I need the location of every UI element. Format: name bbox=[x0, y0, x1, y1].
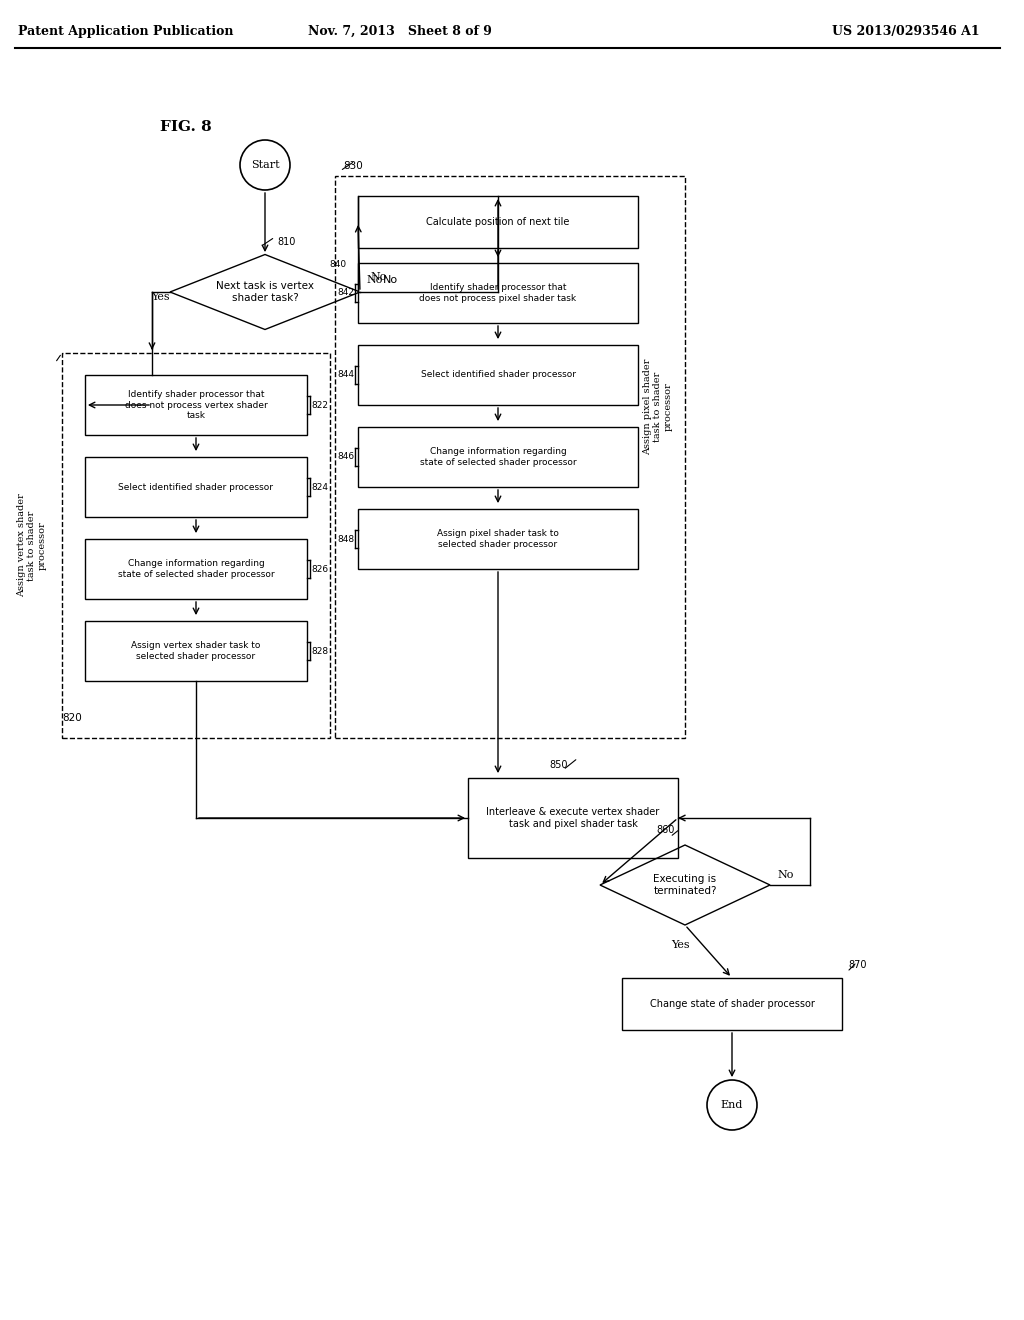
FancyBboxPatch shape bbox=[358, 345, 638, 405]
Text: Yes: Yes bbox=[671, 940, 689, 950]
FancyBboxPatch shape bbox=[358, 263, 638, 323]
Text: Executing is
terminated?: Executing is terminated? bbox=[653, 874, 717, 896]
Text: Change information regarding
state of selected shader processor: Change information regarding state of se… bbox=[118, 560, 274, 578]
Text: Select identified shader processor: Select identified shader processor bbox=[119, 483, 273, 491]
Text: 820: 820 bbox=[62, 713, 82, 723]
Text: Change information regarding
state of selected shader processor: Change information regarding state of se… bbox=[420, 447, 577, 467]
Text: 846: 846 bbox=[337, 453, 354, 462]
Text: No: No bbox=[370, 272, 386, 282]
Text: Next task is vertex
shader task?: Next task is vertex shader task? bbox=[216, 281, 314, 302]
Text: Assign pixel shader
task to shader
processor: Assign pixel shader task to shader proce… bbox=[643, 359, 673, 455]
Text: Identify shader processor that
does not process pixel shader task: Identify shader processor that does not … bbox=[420, 284, 577, 302]
Text: US 2013/0293546 A1: US 2013/0293546 A1 bbox=[833, 25, 980, 38]
Text: 850: 850 bbox=[550, 760, 568, 770]
Text: 822: 822 bbox=[311, 400, 328, 409]
Text: No: No bbox=[367, 275, 383, 285]
Text: 810: 810 bbox=[278, 238, 295, 247]
Text: Identify shader processor that
does not process vertex shader
task: Identify shader processor that does not … bbox=[125, 391, 267, 420]
Text: No: No bbox=[382, 275, 397, 285]
FancyBboxPatch shape bbox=[85, 539, 307, 599]
FancyBboxPatch shape bbox=[358, 195, 638, 248]
Text: End: End bbox=[721, 1100, 743, 1110]
Text: Nov. 7, 2013   Sheet 8 of 9: Nov. 7, 2013 Sheet 8 of 9 bbox=[308, 25, 492, 38]
FancyBboxPatch shape bbox=[85, 457, 307, 517]
Text: Change state of shader processor: Change state of shader processor bbox=[649, 999, 814, 1008]
Text: FIG. 8: FIG. 8 bbox=[160, 120, 212, 135]
Text: Assign vertex shader task to
selected shader processor: Assign vertex shader task to selected sh… bbox=[131, 642, 261, 661]
Text: Select identified shader processor: Select identified shader processor bbox=[421, 371, 575, 379]
Text: No: No bbox=[777, 870, 794, 880]
Text: 830: 830 bbox=[343, 161, 362, 172]
FancyBboxPatch shape bbox=[358, 510, 638, 569]
Text: Interleave & execute vertex shader
task and pixel shader task: Interleave & execute vertex shader task … bbox=[486, 808, 659, 829]
Text: 844: 844 bbox=[337, 371, 354, 379]
Text: 870: 870 bbox=[848, 960, 866, 970]
Text: 828: 828 bbox=[311, 647, 328, 656]
Text: Assign pixel shader task to
selected shader processor: Assign pixel shader task to selected sha… bbox=[437, 529, 559, 549]
Text: 842: 842 bbox=[337, 289, 354, 297]
Text: Calculate position of next tile: Calculate position of next tile bbox=[426, 216, 569, 227]
Text: Start: Start bbox=[251, 160, 280, 170]
Text: 826: 826 bbox=[311, 565, 328, 573]
Text: 824: 824 bbox=[311, 483, 328, 491]
Text: Patent Application Publication: Patent Application Publication bbox=[18, 25, 233, 38]
FancyBboxPatch shape bbox=[85, 620, 307, 681]
FancyBboxPatch shape bbox=[358, 426, 638, 487]
FancyBboxPatch shape bbox=[468, 777, 678, 858]
Text: 840: 840 bbox=[329, 260, 346, 269]
Text: 848: 848 bbox=[337, 535, 354, 544]
FancyBboxPatch shape bbox=[622, 978, 842, 1030]
Text: 860: 860 bbox=[656, 825, 675, 836]
FancyBboxPatch shape bbox=[85, 375, 307, 436]
Text: Assign vertex shader
task to shader
processor: Assign vertex shader task to shader proc… bbox=[17, 494, 47, 598]
Text: Yes: Yes bbox=[151, 292, 169, 302]
